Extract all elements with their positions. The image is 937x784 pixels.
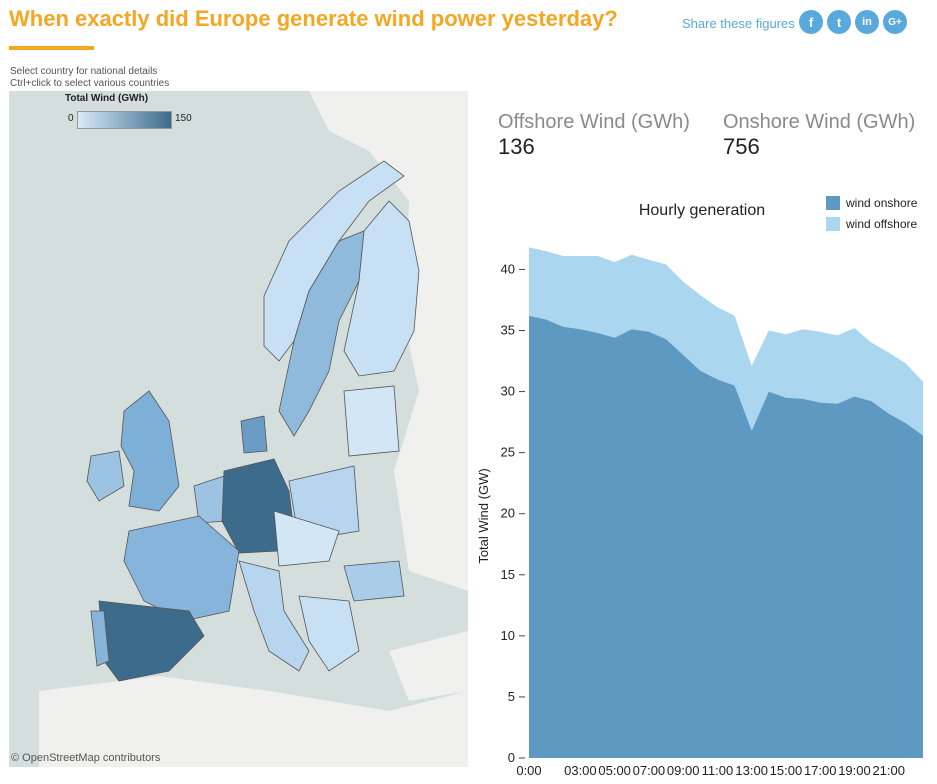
x-tick-label: 09:00: [667, 763, 700, 778]
onshore-value: 756: [723, 134, 760, 159]
country-estonia-latvia-lithuania: [343, 385, 400, 457]
series-area-offshore: [529, 247, 923, 436]
country-denmark: [240, 415, 268, 454]
map-attribution: © OpenStreetMap contributors: [11, 752, 161, 764]
linkedin-icon[interactable]: in: [855, 10, 879, 34]
y-tick-label: 0: [508, 750, 515, 765]
country-romania: [343, 560, 405, 602]
series-area-onshore: [529, 315, 923, 758]
map-legend-min: 0: [68, 113, 74, 124]
y-tick-label: 35: [501, 323, 515, 338]
googleplus-icon[interactable]: G+: [883, 10, 907, 34]
x-tick-label: 17:00: [804, 763, 837, 778]
x-tick-label: 15:00: [770, 763, 803, 778]
legend-label-onshore: wind onshore: [845, 196, 918, 210]
map-legend-title: Total Wind (GWh): [65, 93, 149, 104]
x-tick-label: 21:00: [872, 763, 905, 778]
x-tick-label: 13:00: [735, 763, 768, 778]
country-czech-austria: [273, 510, 340, 567]
y-tick-label: 40: [501, 261, 515, 276]
offshore-label: Offshore Wind (GWh): [498, 111, 690, 133]
y-tick-label: 25: [501, 445, 515, 460]
offshore-value: 136: [498, 134, 535, 159]
country-norway: [263, 160, 405, 362]
country-finland: [343, 200, 420, 377]
y-tick-label: 5: [508, 689, 515, 704]
country-italy: [238, 560, 310, 672]
map-legend-max: 150: [175, 113, 192, 124]
map-canvas: [9, 91, 468, 767]
legend-label-offshore: wind offshore: [845, 217, 917, 231]
hourly-chart: Hourly generation wind onshore wind offs…: [476, 196, 923, 778]
y-tick-label: 10: [501, 628, 515, 643]
onshore-label: Onshore Wind (GWh): [723, 111, 916, 133]
country-balkans: [298, 595, 360, 672]
country-ireland: [86, 450, 125, 502]
legend-swatch-offshore: [826, 217, 840, 231]
legend-swatch-onshore: [826, 196, 840, 210]
country-portugal: [90, 610, 110, 667]
facebook-icon[interactable]: f: [799, 10, 823, 34]
x-tick-label: 07:00: [633, 763, 666, 778]
europe-map[interactable]: [9, 91, 468, 767]
x-tick-label: 03:00: [564, 763, 597, 778]
chart-title: Hourly generation: [639, 202, 765, 219]
y-tick-label: 20: [501, 506, 515, 521]
x-tick-label: 05:00: [598, 763, 631, 778]
map-hint-select: Select country for national details: [10, 66, 158, 77]
x-tick-label: 19:00: [838, 763, 871, 778]
land-turkey: [389, 631, 468, 701]
y-tick-label: 15: [501, 567, 515, 582]
twitter-icon[interactable]: t: [827, 10, 851, 34]
page-title: When exactly did Europe generate wind po…: [9, 6, 618, 31]
title-underline: [9, 46, 94, 50]
y-axis-label: Total Wind (GW): [476, 468, 491, 563]
map-hint-ctrl: Ctrl+click to select various countries: [10, 78, 170, 89]
map-legend-bar: [77, 111, 172, 129]
country-uk: [120, 390, 180, 512]
x-tick-label: 0:00: [516, 763, 541, 778]
land-africa: [39, 676, 468, 767]
x-tick-label: 11:00: [702, 763, 734, 778]
share-label[interactable]: Share these figures: [682, 16, 795, 31]
country-france: [123, 515, 240, 622]
y-tick-label: 30: [501, 384, 515, 399]
country-sweden: [278, 230, 365, 437]
